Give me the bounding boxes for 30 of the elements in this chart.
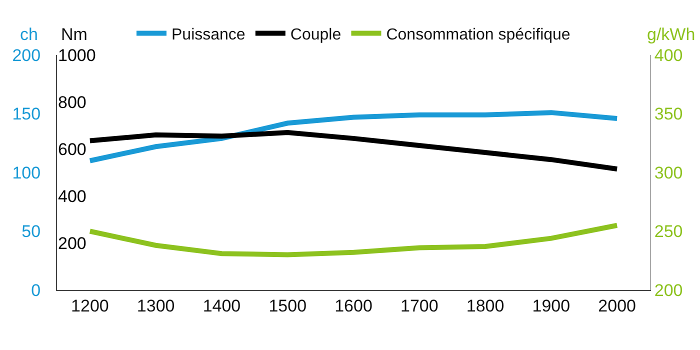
- legend-label: Puissance: [172, 26, 246, 44]
- y3-axis-title: g/kWh: [647, 25, 696, 44]
- y3-tick-label: 400: [654, 46, 683, 65]
- y-tick-label: 50: [22, 222, 41, 242]
- x-tick-label: 1300: [136, 296, 175, 316]
- y-axis-title: ch: [20, 25, 38, 44]
- y-tick-label: 200: [12, 46, 41, 65]
- x-tick-label: 1600: [334, 296, 372, 316]
- y2-tick-label: 400: [58, 186, 86, 206]
- x-tick-label: 1500: [268, 296, 307, 316]
- y-tick-label: 0: [31, 280, 41, 300]
- y3-tick-label: 300: [654, 163, 683, 182]
- y-tick-label: 100: [12, 163, 41, 182]
- y3-tick-label: 350: [654, 104, 683, 124]
- y2-tick-label: 1000: [58, 46, 96, 65]
- x-tick-label: 1400: [202, 296, 241, 316]
- x-tick-label: 2000: [598, 296, 636, 316]
- x-tick-label: 1200: [71, 296, 109, 316]
- y3-tick-label: 250: [654, 222, 683, 242]
- y2-axis-title: Nm: [61, 25, 88, 44]
- legend-label: Consommation spécifique: [386, 26, 570, 44]
- y3-tick-label: 200: [654, 280, 683, 300]
- y-tick-label: 150: [12, 104, 41, 124]
- x-tick-label: 1900: [532, 296, 570, 316]
- y2-tick-label: 200: [58, 234, 86, 253]
- y2-tick-label: 800: [58, 92, 86, 112]
- y2-tick-label: 600: [58, 140, 86, 159]
- x-tick-label: 1800: [466, 296, 504, 316]
- legend-label: Couple: [290, 26, 342, 44]
- x-tick-label: 1700: [400, 296, 438, 316]
